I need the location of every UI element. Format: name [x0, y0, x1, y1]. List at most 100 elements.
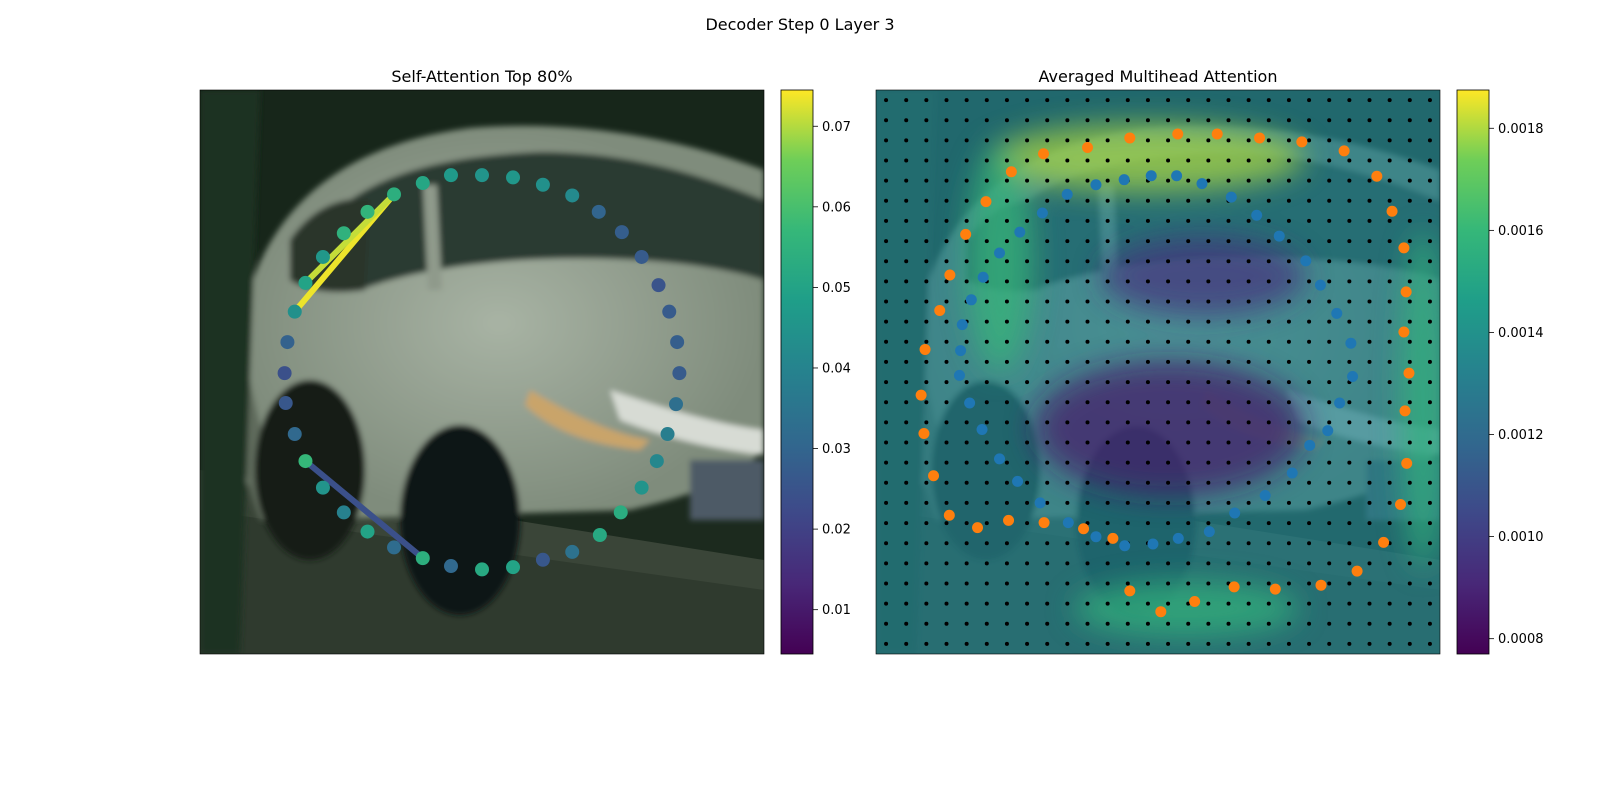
grid-dot — [1327, 400, 1332, 405]
grid-dot — [1387, 581, 1392, 586]
attention-point-27 — [315, 480, 330, 495]
grid-dot — [1367, 259, 1372, 264]
grid-dot — [1407, 218, 1412, 223]
grid-dot — [1327, 218, 1332, 223]
grid-dot — [1307, 581, 1312, 586]
attention-point-12 — [669, 397, 684, 412]
grid-dot — [1387, 299, 1392, 304]
grid-dot — [1286, 621, 1291, 626]
colorbar-tick-label: 0.0012 — [1498, 428, 1544, 443]
grid-dot — [1387, 420, 1392, 425]
grid-dot — [964, 480, 969, 485]
grid-dot — [1226, 440, 1231, 445]
grid-dot — [1286, 480, 1291, 485]
grid-dot — [1145, 400, 1150, 405]
grid-dot — [1367, 98, 1372, 103]
grid-dot — [884, 541, 889, 546]
grid-dot — [1327, 521, 1332, 526]
grid-dot — [884, 480, 889, 485]
grid-dot — [1427, 561, 1432, 566]
attention-point-25 — [360, 524, 375, 539]
grid-dot — [1065, 500, 1070, 505]
grid-dot — [1327, 118, 1332, 123]
grid-dot — [964, 561, 969, 566]
grid-dot — [1085, 118, 1090, 123]
grid-dot — [1206, 98, 1211, 103]
series-1-point-27 — [1286, 467, 1298, 479]
grid-dot — [1286, 541, 1291, 546]
grid-dot — [1246, 138, 1251, 143]
grid-dot — [1105, 601, 1110, 606]
grid-dot — [984, 420, 989, 425]
attention-point-9 — [662, 304, 677, 319]
series-2-point-3 — [1254, 132, 1266, 144]
grid-dot — [1327, 621, 1332, 626]
grid-dot — [1387, 641, 1392, 646]
grid-dot — [1407, 178, 1412, 183]
grid-dot — [1125, 621, 1130, 626]
grid-dot — [1105, 218, 1110, 223]
grid-dot — [1387, 218, 1392, 223]
grid-dot — [944, 178, 949, 183]
grid-dot — [1327, 98, 1332, 103]
grid-dot — [884, 500, 889, 505]
grid-dot — [1427, 541, 1432, 546]
series-1-point-32 — [1345, 337, 1357, 349]
grid-dot — [1145, 440, 1150, 445]
grid-dot — [1327, 440, 1332, 445]
grid-dot — [1045, 138, 1050, 143]
grid-dot — [1307, 178, 1312, 183]
grid-dot — [1186, 319, 1191, 324]
grid-dot — [1045, 198, 1050, 203]
grid-dot — [1186, 601, 1191, 606]
grid-dot — [1085, 480, 1090, 485]
attention-point-23 — [415, 551, 430, 566]
grid-dot — [1166, 380, 1171, 385]
grid-dot — [1407, 480, 1412, 485]
attention-point-34 — [298, 275, 313, 290]
grid-dot — [924, 561, 929, 566]
grid-dot — [1085, 621, 1090, 626]
grid-dot — [1125, 259, 1130, 264]
series-2-point-15 — [1378, 536, 1390, 548]
grid-dot — [904, 198, 909, 203]
grid-dot — [1307, 621, 1312, 626]
grid-dot — [1186, 259, 1191, 264]
grid-dot — [984, 118, 989, 123]
grid-dot — [1347, 460, 1352, 465]
grid-dot — [1166, 521, 1171, 526]
attention-link-3 — [303, 458, 425, 561]
grid-dot — [1246, 239, 1251, 244]
grid-dot — [1286, 198, 1291, 203]
grid-dot — [1004, 400, 1009, 405]
grid-dot — [1407, 118, 1412, 123]
grid-dot — [1065, 178, 1070, 183]
grid-dot — [964, 581, 969, 586]
grid-dot — [944, 581, 949, 586]
grid-dot — [924, 118, 929, 123]
grid-dot — [1105, 561, 1110, 566]
grid-dot — [1206, 500, 1211, 505]
grid-dot — [1266, 500, 1271, 505]
grid-dot — [1125, 279, 1130, 284]
grid-dot — [984, 500, 989, 505]
series-2-point-22 — [1124, 585, 1136, 597]
grid-dot — [1427, 601, 1432, 606]
grid-dot — [904, 98, 909, 103]
grid-dot — [924, 359, 929, 364]
grid-dot — [1367, 239, 1372, 244]
grid-dot — [1367, 641, 1372, 646]
grid-dot — [904, 440, 909, 445]
grid-dot — [1286, 460, 1291, 465]
grid-dot — [1246, 521, 1251, 526]
grid-dot — [1065, 118, 1070, 123]
grid-dot — [1206, 158, 1211, 163]
grid-dot — [1206, 480, 1211, 485]
series-1-point-20 — [1090, 531, 1102, 543]
grid-dot — [1367, 440, 1372, 445]
grid-dot — [1186, 339, 1191, 344]
series-1-point-28 — [1304, 439, 1316, 451]
grid-dot — [1266, 198, 1271, 203]
grid-dot — [1407, 380, 1412, 385]
grid-dot — [1407, 500, 1412, 505]
